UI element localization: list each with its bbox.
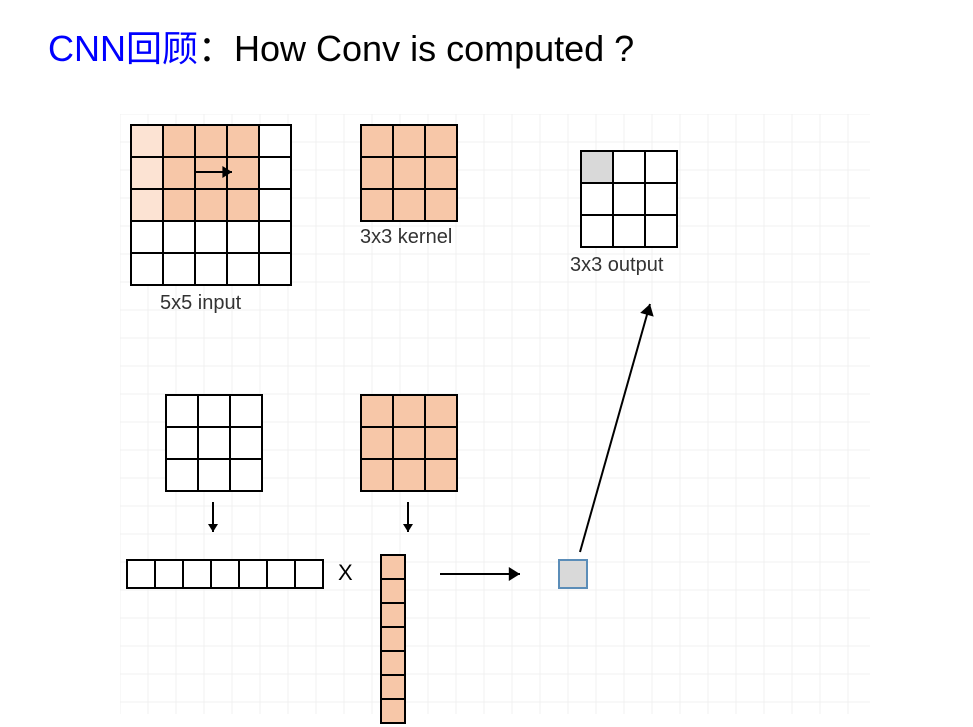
input-5x5-grid-cell — [163, 125, 195, 157]
patch-3x3-grid-cell — [198, 427, 230, 459]
kernel-label: 3x3 kernel — [360, 226, 452, 249]
input-5x5-grid-cell — [131, 221, 163, 253]
kernel-3x3-top-cell — [393, 125, 425, 157]
slide-title: CNN回顾：How Conv is computed ? — [48, 20, 634, 72]
input-5x5-grid-cell — [163, 157, 195, 189]
input-5x5-grid-cell — [195, 125, 227, 157]
input-5x5-grid-cell — [227, 253, 259, 285]
kernel-3x3-bottom-cell — [361, 427, 393, 459]
kernel-3x3-top-cell — [425, 125, 457, 157]
col-vector-cell — [381, 651, 405, 675]
scalar-box — [558, 559, 588, 589]
col-vector-cell — [381, 675, 405, 699]
kernel-3x3-top-cell — [425, 157, 457, 189]
output-3x3-grid-cell — [645, 215, 677, 247]
input-5x5-grid-cell — [259, 157, 291, 189]
kernel-3x3-bottom-cell — [393, 427, 425, 459]
patch-3x3-grid-cell — [198, 459, 230, 491]
output-3x3-grid-cell — [613, 183, 645, 215]
kernel-3x3-top-cell — [393, 157, 425, 189]
row-vector-cell — [239, 560, 267, 588]
kernel-3x3-bottom-cell — [393, 395, 425, 427]
input-5x5-grid-cell — [195, 221, 227, 253]
input-5x5-grid-cell — [195, 253, 227, 285]
col-vector-cell — [381, 555, 405, 579]
output-3x3-grid — [580, 150, 678, 248]
input-5x5-grid-cell — [259, 125, 291, 157]
input-5x5-grid-cell — [259, 189, 291, 221]
output-3x3-grid-cell — [581, 215, 613, 247]
input-5x5-grid-cell — [163, 189, 195, 221]
scalar-box-cell — [559, 560, 587, 588]
patch-3x3-grid-cell — [230, 459, 262, 491]
input-5x5-grid-cell — [227, 189, 259, 221]
input-5x5-grid-cell — [195, 189, 227, 221]
output-3x3-grid-cell — [613, 151, 645, 183]
kernel-3x3-bottom-cell — [361, 395, 393, 427]
input-label: 5x5 input — [160, 292, 241, 315]
patch-3x3-grid-cell — [230, 395, 262, 427]
col-vector-cell — [381, 627, 405, 651]
kernel-3x3-bottom — [360, 394, 458, 492]
col-vector-cell — [381, 579, 405, 603]
kernel-3x3-top-cell — [361, 157, 393, 189]
kernel-3x3-bottom-cell — [425, 395, 457, 427]
input-5x5-grid-cell — [259, 221, 291, 253]
row-vector-cell — [267, 560, 295, 588]
col-vector-cell — [381, 603, 405, 627]
title-separator: ： — [198, 28, 234, 69]
row-vector-cell — [127, 560, 155, 588]
row-vector-cell — [211, 560, 239, 588]
row-vector-cell — [155, 560, 183, 588]
patch-3x3-grid-cell — [166, 459, 198, 491]
col-vector-cell — [381, 699, 405, 723]
output-label: 3x3 output — [570, 254, 663, 277]
input-5x5-grid-cell — [131, 189, 163, 221]
row-vector-cell — [295, 560, 323, 588]
output-3x3-grid-cell — [581, 151, 613, 183]
input-5x5-grid-cell — [259, 253, 291, 285]
row-vector-cell — [183, 560, 211, 588]
kernel-3x3-top-cell — [361, 189, 393, 221]
patch-3x3-grid — [165, 394, 263, 492]
input-5x5-grid-cell — [227, 157, 259, 189]
kernel-3x3-top-cell — [425, 189, 457, 221]
input-5x5-grid-cell — [131, 125, 163, 157]
diagram-area: 5x5 input 3x3 kernel 3x3 output X — [120, 114, 870, 714]
kernel-3x3-bottom-cell — [361, 459, 393, 491]
output-3x3-grid-cell — [581, 183, 613, 215]
input-5x5-grid-cell — [227, 221, 259, 253]
kernel-3x3-top-cell — [361, 125, 393, 157]
kernel-3x3-top-cell — [393, 189, 425, 221]
patch-3x3-grid-cell — [166, 395, 198, 427]
output-3x3-grid-cell — [645, 151, 677, 183]
kernel-3x3-bottom-cell — [425, 459, 457, 491]
input-5x5-grid — [130, 124, 292, 286]
title-blue-part: CNN回顾 — [48, 28, 198, 69]
title-black-part: How Conv is computed ? — [234, 28, 634, 69]
patch-3x3-grid-cell — [230, 427, 262, 459]
patch-3x3-grid-cell — [198, 395, 230, 427]
input-5x5-grid-cell — [131, 253, 163, 285]
input-5x5-grid-cell — [131, 157, 163, 189]
input-5x5-grid-cell — [163, 221, 195, 253]
input-5x5-grid-cell — [195, 157, 227, 189]
kernel-3x3-top — [360, 124, 458, 222]
input-5x5-grid-cell — [163, 253, 195, 285]
input-5x5-grid-cell — [227, 125, 259, 157]
kernel-3x3-bottom-cell — [425, 427, 457, 459]
output-3x3-grid-cell — [645, 183, 677, 215]
output-3x3-grid-cell — [613, 215, 645, 247]
col-vector — [380, 554, 406, 724]
kernel-3x3-bottom-cell — [393, 459, 425, 491]
patch-3x3-grid-cell — [166, 427, 198, 459]
row-vector — [126, 559, 324, 589]
multiply-symbol: X — [338, 560, 353, 586]
